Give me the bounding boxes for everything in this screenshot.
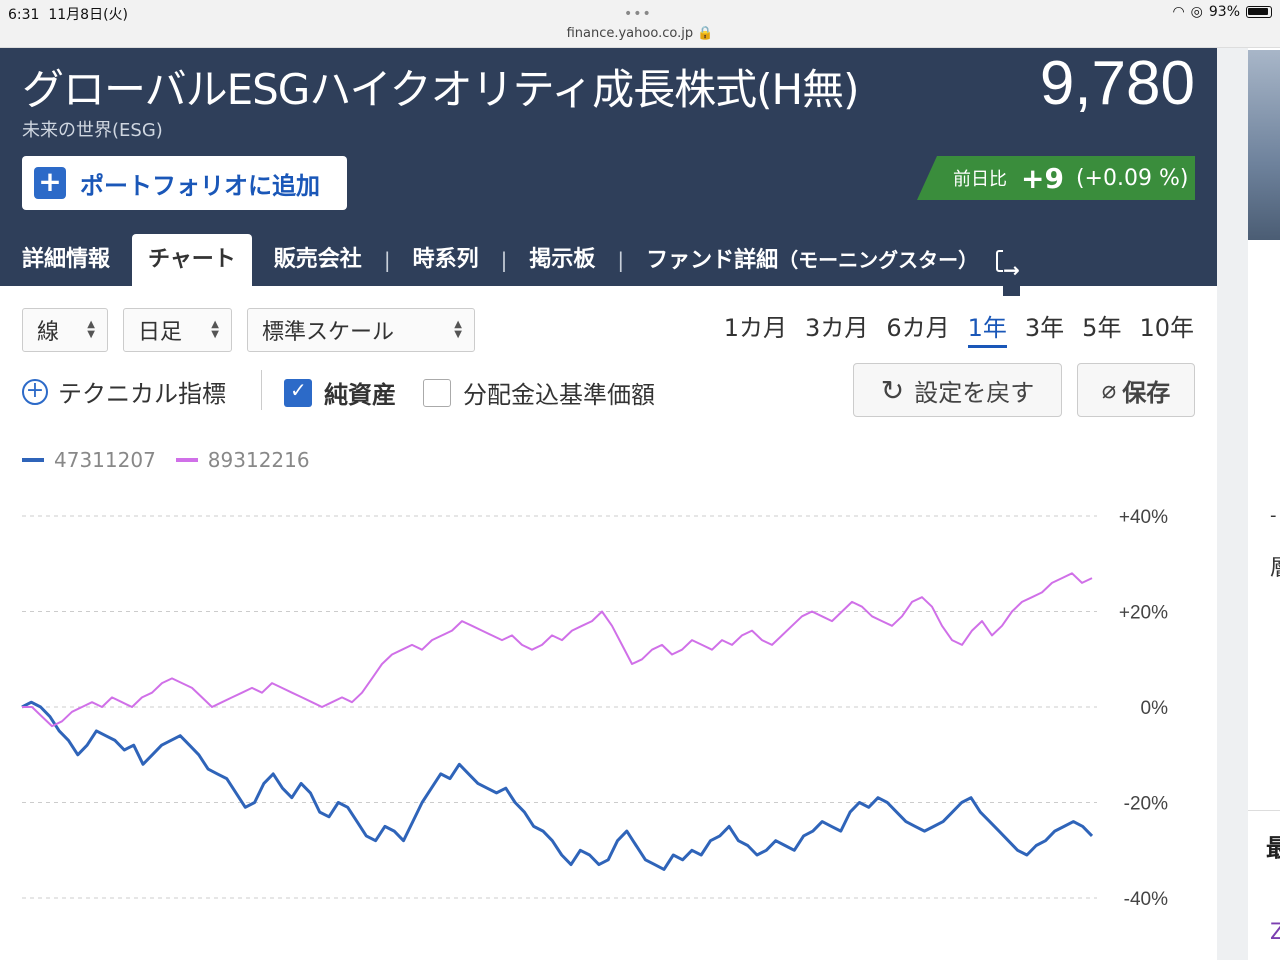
period-6m[interactable]: 6カ月 [886,314,950,342]
period-3y[interactable]: 3年 [1024,314,1065,342]
side-text: - [1270,505,1277,526]
fund-price: 9,780 [1039,49,1195,118]
line-type-select[interactable]: 線 ▲ ▼ [22,308,108,352]
side-text: 層 [1270,550,1280,582]
interval-value: 日足 [138,320,183,345]
side-image [1248,50,1280,240]
legend-label: 89312216 [207,448,310,472]
change-value: +9 [1021,161,1064,195]
dividend-checkbox-label: 分配金込基準価額 [463,381,655,409]
refresh-icon: ↻ [880,373,905,407]
lock-icon: 🔒 [697,26,714,41]
add-circle-icon: + [22,378,48,405]
interval-select[interactable]: 日足 ▲ ▼ [123,308,232,352]
period-10y[interactable]: 10年 [1139,314,1194,342]
dividend-checkbox[interactable]: 分配金込基準価額 [423,375,655,410]
battery-icon [1246,6,1272,18]
fund-nickname: 未来の世界(ESG) [22,120,163,141]
select-arrows-icon: ▲ ▼ [211,319,219,340]
orientation-lock-icon: ◎ [1190,4,1203,20]
series-line-89312216 [22,572,1093,728]
status-time: 6:31 11月8日(火) [8,7,129,23]
tab-bar: 詳細情報 チャート 販売会社 | 時系列 | 掲示板 | ファンド詳細（モーニン… [0,234,1217,296]
checkbox-unchecked-icon [423,378,451,407]
reset-label: 設定を戻す [914,378,1035,407]
y-tick-label: 0% [1141,698,1169,719]
line-type-value: 線 [37,320,60,345]
fund-header: グローバルESGハイクオリティ成長株式(H無) 未来の世界(ESG) 9,780… [0,48,1217,296]
tab-separator: | [617,248,625,272]
chart-legend: 47311207 89312216 [22,448,310,472]
legend-swatch [22,458,44,462]
y-tick-label: -20% [1124,794,1168,815]
tab-separator: | [383,248,391,272]
side-heading: 最 [1266,834,1280,862]
tab-board[interactable]: 掲示板 [529,247,596,272]
change-percent: (+0.09 %) [1075,165,1189,191]
y-tick-label: +20% [1119,603,1168,624]
side-link[interactable]: Z [1270,920,1280,945]
tab-details[interactable]: 詳細情報 [22,247,111,272]
external-link-icon [996,244,1020,296]
period-5y[interactable]: 5年 [1082,314,1122,342]
battery-percent: 93% [1208,4,1240,20]
divider [261,370,262,410]
performance-chart[interactable]: +40% +20% 0% -20% -40% [0,490,1217,930]
change-label: 前日比 [953,169,1007,190]
add-portfolio-button[interactable]: + ポートフォリオに追加 [22,156,347,210]
series-line-47311207 [21,700,1094,871]
fund-title: グローバルESGハイクオリティ成長株式(H無) [22,65,859,114]
more-dots-icon[interactable]: ••• [624,6,652,22]
reset-settings-button[interactable]: ↻ 設定を戻す [853,363,1062,417]
y-tick-label: +40% [1119,507,1168,528]
status-bar: 6:31 11月8日(火) ••• finance.yahoo.co.jp 🔒 … [0,0,1280,48]
technical-indicator-button[interactable]: + テクニカル指標 [22,374,226,409]
address-bar[interactable]: finance.yahoo.co.jp 🔒 [566,26,714,41]
y-tick-label: -40% [1124,889,1168,910]
legend-swatch [175,458,198,462]
plus-icon: + [34,167,66,199]
scale-value: 標準スケール [262,320,395,345]
period-1m[interactable]: 1カ月 [723,314,788,342]
legend-label: 47311207 [54,448,156,472]
price-change-badge: 前日比 +9 (+0.09 %) [917,156,1195,200]
tab-timeseries[interactable]: 時系列 [412,247,479,272]
tab-sellers[interactable]: 販売会社 [273,247,362,272]
nav-checkbox[interactable]: 純資産 [284,375,396,410]
scale-select[interactable]: 標準スケール ▲ ▼ [247,308,475,352]
select-arrows-icon: ▲ ▼ [87,319,95,340]
select-arrows-icon: ▲ ▼ [454,319,462,340]
status-indicators: ◠ ◎ 93% [1172,4,1272,20]
period-1y[interactable]: 1年 [967,308,1007,348]
wifi-icon: ◠ [1172,4,1185,20]
tab-separator: | [500,248,508,272]
technical-label: テクニカル指標 [58,380,226,408]
add-portfolio-label: ポートフォリオに追加 [80,171,320,200]
tab-fund-details[interactable]: ファンド詳細（モーニングスター） [624,234,1040,296]
period-3m[interactable]: 3カ月 [805,314,869,342]
paperclip-icon: ⌀ [1101,376,1117,404]
side-panel [1217,48,1280,960]
tab-chart[interactable]: チャート [132,234,252,286]
save-button[interactable]: ⌀ 保存 [1077,363,1195,417]
period-selector: 1カ月 3カ月 6カ月 1年 3年 5年 10年 [724,308,1194,348]
checkbox-checked-icon [284,378,312,407]
save-label: 保存 [1122,378,1171,407]
nav-checkbox-label: 純資産 [324,381,396,409]
side-card-bottom [1248,810,1280,960]
